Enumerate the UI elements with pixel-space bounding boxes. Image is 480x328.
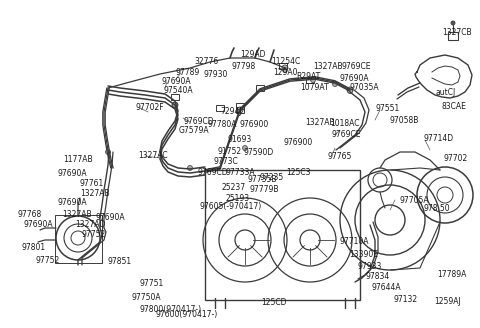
Text: 97705A: 97705A [400,196,430,205]
Text: 97690A: 97690A [24,220,54,229]
Text: 1327AB: 1327AB [80,189,109,198]
Bar [55,215,102,263]
Text: 1327AB: 1327AB [313,62,343,71]
Text: 97551: 97551 [376,104,400,113]
Text: 97733A: 97733A [225,168,254,177]
Text: 97735B: 97735B [248,175,277,184]
Circle shape [172,102,178,108]
Text: 1327AB: 1327AB [305,118,335,127]
Text: 97690A: 97690A [95,213,125,222]
Text: 97058B: 97058B [390,116,420,125]
Bar [236,107,244,113]
Text: 1327AC: 1327AC [138,151,168,160]
Text: 97540A: 97540A [163,86,192,95]
Bar [216,105,224,111]
Text: 97035A: 97035A [349,83,379,92]
Circle shape [106,150,110,154]
Text: 125C3: 125C3 [286,168,311,177]
Text: 97779B: 97779B [249,185,278,194]
Text: 125CD: 125CD [261,298,287,307]
Text: 97702: 97702 [444,154,468,163]
Text: 97690A: 97690A [57,169,86,178]
Text: 1327CB: 1327CB [442,28,472,37]
Text: 97690A: 97690A [57,198,86,207]
Text: 1018AC: 1018AC [330,119,360,128]
Text: 97710A: 97710A [340,237,370,246]
Text: 9769CD: 9769CD [198,168,228,177]
Text: 97789: 97789 [176,68,200,77]
Bar [171,94,179,100]
Text: 25237: 25237 [221,183,245,192]
Text: 978.50: 978.50 [423,204,450,213]
Text: 11254C: 11254C [271,57,300,66]
Text: 9773C: 9773C [213,157,238,166]
Text: 976900: 976900 [284,138,313,147]
Bar [256,85,264,91]
Text: R29AT: R29AT [296,72,320,81]
Text: 97750A: 97750A [131,293,161,302]
Text: 97752: 97752 [35,256,59,265]
Text: 97800(970417-): 97800(970417-) [140,305,202,314]
Text: autCJ: autCJ [435,88,455,97]
Circle shape [348,89,352,93]
Text: 91693: 91693 [228,135,252,144]
Bar [205,170,360,300]
Bar [236,103,244,109]
Circle shape [283,68,288,72]
Text: 13390E: 13390E [349,250,378,259]
Circle shape [242,146,248,151]
Text: 97751: 97751 [140,279,164,288]
Text: 32776: 32776 [194,57,218,66]
Text: 9769CD: 9769CD [183,117,214,126]
Text: 97752: 97752 [82,230,106,239]
Text: 91752: 91752 [218,147,242,156]
Text: 7294J: 7294J [220,107,241,116]
Circle shape [172,102,178,108]
Text: 97235: 97235 [260,173,284,182]
Text: 97690A: 97690A [162,77,192,86]
Text: 9769CE: 9769CE [332,130,361,139]
Circle shape [237,107,243,113]
Text: 1327AB: 1327AB [62,210,92,219]
Circle shape [451,21,455,25]
Circle shape [282,65,288,71]
Text: 83CAE: 83CAE [441,102,466,111]
Text: 97930: 97930 [203,70,228,79]
Text: 1079AT: 1079AT [300,83,329,92]
Circle shape [311,77,315,83]
Text: 129A0: 129A0 [273,68,298,77]
Text: 97765: 97765 [328,152,352,161]
Text: 97605(-970417): 97605(-970417) [200,202,262,211]
Bar [448,32,458,40]
Text: 9769CE: 9769CE [342,62,372,71]
Text: 97780A: 97780A [208,120,238,129]
Text: 97690A: 97690A [340,74,370,83]
Text: 1177AB: 1177AB [63,155,93,164]
Text: 97644A: 97644A [372,283,402,292]
Text: 97590D: 97590D [244,148,274,157]
Text: 1259AJ: 1259AJ [434,297,461,306]
Text: 97834: 97834 [366,272,390,281]
Text: 97132: 97132 [393,295,417,304]
Text: 1327AD: 1327AD [75,220,106,229]
Text: G7579A: G7579A [179,126,210,135]
Circle shape [347,87,353,93]
Bar [306,77,314,83]
Bar [279,63,287,69]
Text: 25193: 25193 [225,194,249,203]
Text: 97768: 97768 [18,210,42,219]
Text: 97600(970417-): 97600(970417-) [156,310,218,319]
Text: 976900: 976900 [240,120,269,129]
Text: 97714D: 97714D [424,134,454,143]
Text: 97851: 97851 [108,257,132,266]
Circle shape [333,81,337,87]
Text: 17789A: 17789A [437,270,467,279]
Text: 97801: 97801 [21,243,45,252]
Text: 97798: 97798 [232,62,256,71]
Text: 97702F: 97702F [136,103,165,112]
Circle shape [188,166,192,171]
Text: 97761: 97761 [79,179,103,188]
Text: 97933: 97933 [358,262,383,271]
Text: 129AD: 129AD [240,50,265,59]
